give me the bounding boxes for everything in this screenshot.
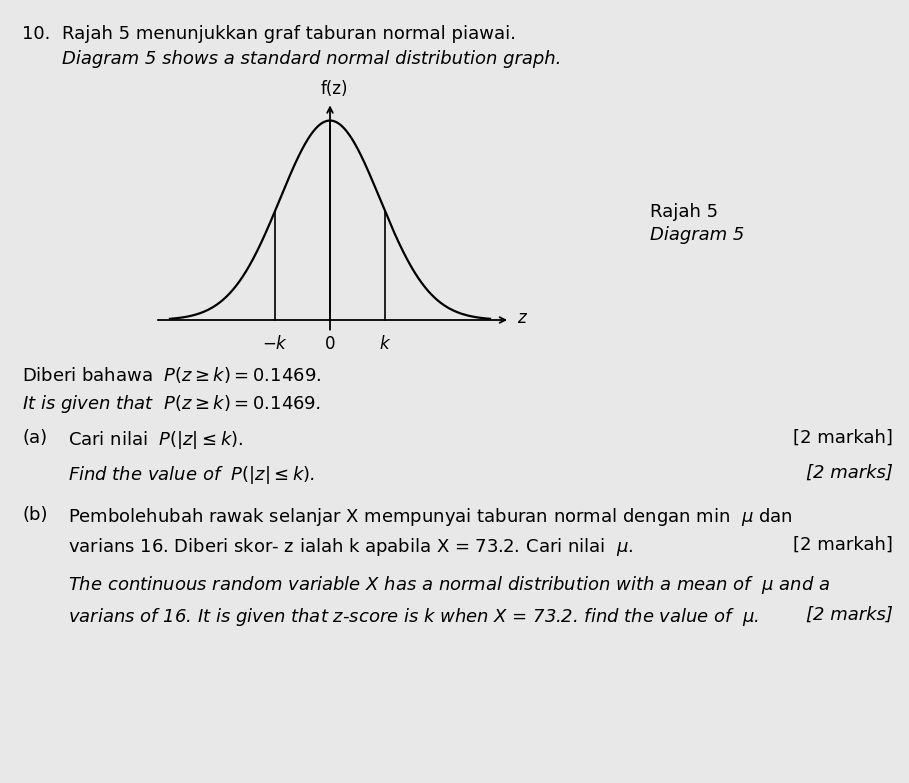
Text: Rajah 5: Rajah 5 (650, 203, 718, 221)
Text: Find the value of  $P(|z|\leq k)$.: Find the value of $P(|z|\leq k)$. (68, 464, 315, 486)
Text: z: z (517, 309, 526, 327)
Text: Diberi bahawa  $P(z\geq k)=0.1469$.: Diberi bahawa $P(z\geq k)=0.1469$. (22, 365, 321, 385)
Text: varians 16. Diberi skor- z ialah k apabila X = 73.2. Cari nilai  $\mu$.: varians 16. Diberi skor- z ialah k apabi… (68, 536, 634, 558)
Text: Pembolehubah rawak selanjar X mempunyai taburan normal dengan min  $\mu$ dan: Pembolehubah rawak selanjar X mempunyai … (68, 506, 793, 528)
Text: f(z): f(z) (320, 80, 348, 98)
Text: [2 markah]: [2 markah] (794, 429, 893, 447)
Text: varians of 16. It is given that z-score is k when X = 73.2. find the value of  $: varians of 16. It is given that z-score … (68, 606, 759, 628)
Text: Diagram 5 shows a standard normal distribution graph.: Diagram 5 shows a standard normal distri… (62, 50, 562, 68)
Text: The continuous random variable X has a normal distribution with a mean of  $\mu$: The continuous random variable X has a n… (68, 574, 830, 596)
Text: It is given that  $P(z\geq k)=0.1469$.: It is given that $P(z\geq k)=0.1469$. (22, 393, 321, 415)
Text: Cari nilai  $P(|z|\leq k)$.: Cari nilai $P(|z|\leq k)$. (68, 429, 244, 451)
Text: (b): (b) (22, 506, 47, 524)
Text: [2 markah]: [2 markah] (794, 536, 893, 554)
Text: [2 marks]: [2 marks] (806, 464, 893, 482)
Text: Diagram 5: Diagram 5 (650, 226, 744, 244)
Text: $k$: $k$ (379, 335, 391, 353)
Text: $-k$: $-k$ (262, 335, 288, 353)
Text: $0$: $0$ (325, 335, 335, 353)
Text: Rajah 5 menunjukkan graf taburan normal piawai.: Rajah 5 menunjukkan graf taburan normal … (62, 25, 516, 43)
Text: (a): (a) (22, 429, 47, 447)
Text: [2 marks]: [2 marks] (806, 606, 893, 624)
Text: 10.: 10. (22, 25, 50, 43)
